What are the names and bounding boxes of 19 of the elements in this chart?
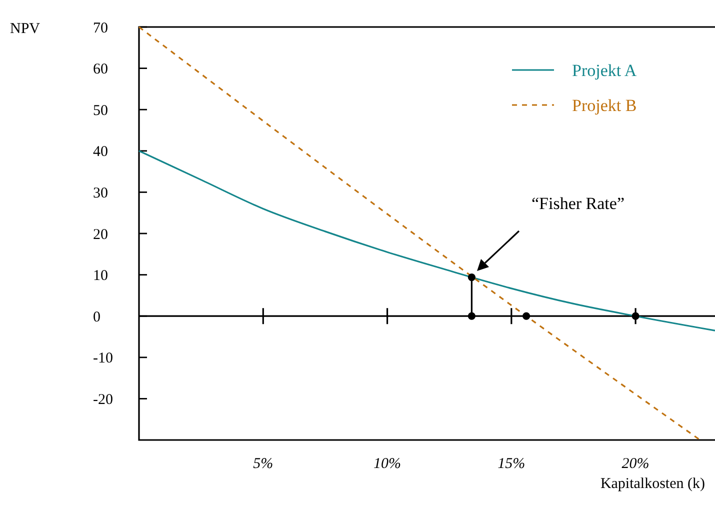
y-tick-label: 70 [93, 20, 108, 36]
x-tick-label: 5% [253, 456, 274, 472]
y-tick-label: 10 [93, 268, 108, 284]
y-tick-label: 60 [93, 62, 108, 78]
legend-label: Projekt A [572, 60, 638, 80]
y-tick-label: 40 [93, 144, 108, 160]
y-tick-label: 30 [93, 185, 108, 202]
y-tick-label: -20 [93, 392, 113, 408]
y-axis-title: NPV [10, 21, 40, 37]
y-tick-label: 0 [93, 309, 100, 326]
annotation: “Fisher Rate” [532, 194, 624, 213]
y-tick-label: -10 [93, 350, 113, 367]
legend-label: Projekt B [572, 96, 637, 115]
x-tick-label: 15% [498, 456, 526, 472]
y-tick-label: 20 [93, 226, 108, 243]
x-axis-title: Kapitalkosten (k) [600, 476, 705, 492]
x-tick-label: 10% [374, 456, 402, 472]
x-tick-label: 20% [622, 456, 650, 472]
y-tick-label: 50 [93, 102, 108, 119]
